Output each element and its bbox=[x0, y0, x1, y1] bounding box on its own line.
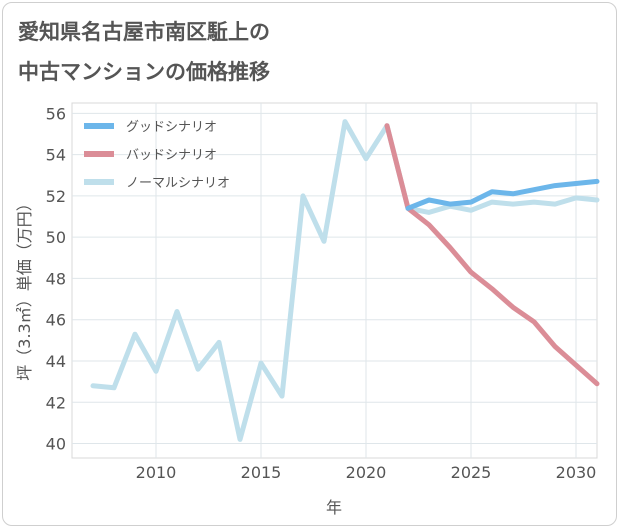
series-line bbox=[90, 119, 600, 442]
y-tick-label: 54 bbox=[46, 146, 66, 165]
x-axis-title: 年 bbox=[326, 498, 342, 517]
y-tick-labels: 40 42 44 46 48 50 52 54 56 bbox=[46, 104, 66, 453]
y-tick-label: 40 bbox=[46, 435, 66, 454]
series-line bbox=[405, 178, 600, 211]
x-tick-label: 2030 bbox=[556, 463, 597, 482]
series-lines bbox=[90, 119, 600, 442]
y-tick-label: 52 bbox=[46, 187, 66, 206]
x-tick-label: 2015 bbox=[241, 463, 282, 482]
plot-area bbox=[71, 102, 598, 459]
chart-title-line-1: 愛知県名古屋市南区駈上の bbox=[18, 20, 270, 44]
y-tick-label: 46 bbox=[46, 311, 66, 330]
x-tick-label: 2010 bbox=[136, 463, 177, 482]
y-tick-label: 44 bbox=[46, 352, 66, 371]
y-tick-label: 42 bbox=[46, 393, 66, 412]
grid-lines bbox=[72, 103, 597, 458]
legend-label: バッドシナリオ bbox=[126, 148, 217, 163]
series-line bbox=[384, 123, 600, 387]
legend-label: グッドシナリオ bbox=[126, 120, 217, 135]
x-tick-labels: 2010 2015 2020 2025 2030 bbox=[136, 463, 597, 482]
y-tick-label: 50 bbox=[46, 228, 66, 247]
chart-title-line-2: 中古マンションの価格推移 bbox=[18, 60, 270, 84]
legend-label: ノーマルシナリオ bbox=[126, 176, 230, 191]
y-axis-title: 坪（3.3㎡）単価（万円） bbox=[15, 195, 34, 380]
y-tick-label: 56 bbox=[46, 104, 66, 123]
y-tick-label: 48 bbox=[46, 269, 66, 288]
x-tick-label: 2020 bbox=[346, 463, 387, 482]
x-tick-label: 2025 bbox=[451, 463, 492, 482]
